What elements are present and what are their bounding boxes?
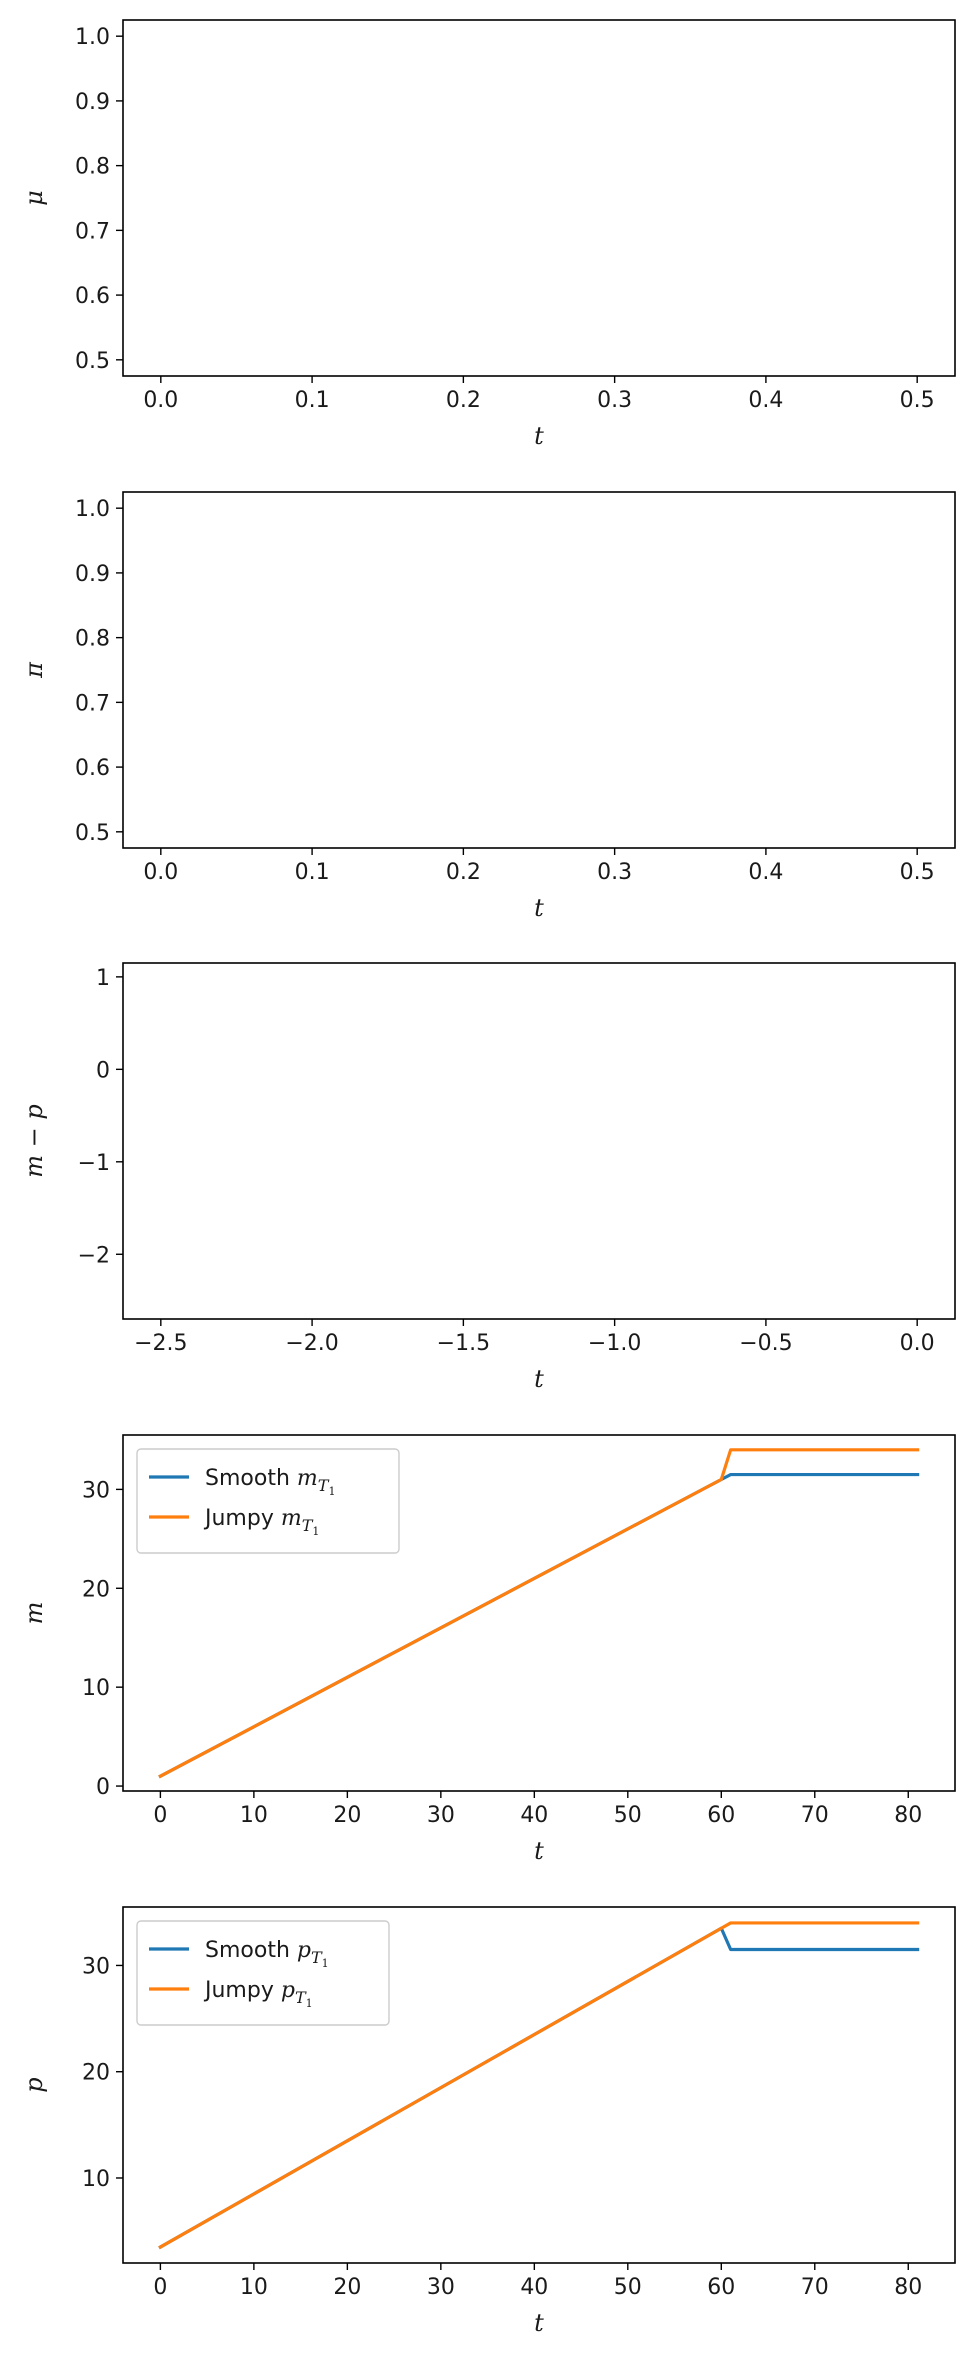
axes-frame (122, 491, 956, 849)
x-tick-label: 40 (520, 2275, 548, 2300)
x-tick-label: 50 (614, 1803, 642, 1828)
x-tick-label: 60 (707, 2275, 735, 2300)
legend-entry: Jumpy pT1 (203, 1978, 313, 2010)
y-axis-label: p (20, 2077, 48, 2092)
x-tick-label: 50 (614, 2275, 642, 2300)
x-tick-label: −1.0 (588, 1331, 641, 1356)
x-tick-label: 10 (240, 1803, 268, 1828)
x-tick-label: 0.5 (900, 860, 935, 885)
y-tick-label: 0 (96, 1058, 110, 1083)
x-tick-label: 70 (801, 2275, 829, 2300)
y-tick-label: 10 (82, 2167, 110, 2192)
x-axis-label: t (534, 1837, 544, 1865)
subplot-1: 0.0 0.1 0.2 0.3 0.4 0.5 0.5 0.6 0.7 0.8 0.9 1.0 t μ (20, 19, 956, 450)
x-tick-label: 0.1 (295, 388, 330, 413)
x-axis-label: t (534, 1365, 544, 1393)
x-tick-label: 0.0 (900, 1331, 935, 1356)
legend-box (136, 1448, 400, 1554)
x-tick-label: 30 (427, 1803, 455, 1828)
y-tick-label: 1.0 (75, 497, 110, 522)
x-tick-label: 0.1 (295, 860, 330, 885)
y-tick-label: 1 (96, 966, 110, 991)
y-tick-label: −2 (78, 1243, 110, 1268)
y-tick-label: 0.6 (75, 756, 110, 781)
y-axis-label: μ (20, 190, 48, 206)
y-tick-label: −1 (78, 1151, 110, 1176)
y-tick-label: 20 (82, 1577, 110, 1602)
x-tick-label: −2.0 (285, 1331, 338, 1356)
x-tick-label: 0.3 (597, 388, 632, 413)
y-tick-label: 0.8 (75, 627, 110, 652)
y-tick-label: 0.6 (75, 284, 110, 309)
legend-entry: Jumpy mT1 (203, 1506, 319, 1538)
legend: Smooth pT1 Jumpy pT1 (136, 1920, 390, 2026)
x-tick-label: −2.5 (134, 1331, 187, 1356)
axes-frame (122, 1906, 956, 2264)
y-tick-label: 30 (82, 1954, 110, 1979)
subplot-2: 0.0 0.1 0.2 0.3 0.4 0.5 0.5 0.6 0.7 0.8 0.9 1.0 t π (20, 491, 956, 922)
x-axis-label: t (534, 2309, 544, 2337)
y-axis-label: m (20, 1602, 48, 1625)
y-tick-label: 0.7 (75, 691, 110, 716)
legend-entry: Smooth mT1 (205, 1466, 335, 1498)
y-tick-label: 10 (82, 1676, 110, 1701)
axes-frame (122, 1434, 956, 1792)
subplot-3: −2.5 −2.0 −1.5 −1.0 −0.5 0.0 −2 −1 0 1 t m − p (20, 962, 956, 1393)
x-tick-label: −0.5 (739, 1331, 792, 1356)
x-tick-label: 0.4 (748, 860, 783, 885)
x-tick-label: 20 (333, 2275, 361, 2300)
x-axis-label: t (534, 422, 544, 450)
x-tick-label: 0.4 (748, 388, 783, 413)
y-tick-label: 1.0 (75, 25, 110, 50)
x-tick-label: 10 (240, 2275, 268, 2300)
x-tick-label: 60 (707, 1803, 735, 1828)
x-tick-label: 40 (520, 1803, 548, 1828)
y-tick-label: 0.8 (75, 155, 110, 180)
subplot-4: 0 10 20 30 40 50 60 70 80 0 10 20 30 t m Smooth mT1 Jump… (20, 1434, 956, 1865)
y-tick-label: 0.5 (75, 821, 110, 846)
x-tick-label: 0.3 (597, 860, 632, 885)
x-tick-label: 0.0 (143, 388, 178, 413)
x-tick-label: 30 (427, 2275, 455, 2300)
y-tick-label: 20 (82, 2061, 110, 2086)
legend: Smooth mT1 Jumpy mT1 (136, 1448, 400, 1554)
legend-box (136, 1920, 390, 2026)
y-axis-label: m − p (20, 1104, 48, 1178)
y-tick-label: 0.9 (75, 562, 110, 587)
legend-entry: Smooth pT1 (205, 1938, 329, 1970)
y-tick-label: 30 (82, 1478, 110, 1503)
x-tick-label: 0.2 (446, 388, 481, 413)
axes-frame (122, 19, 956, 377)
series-line-jumpy (158, 1921, 920, 2250)
y-axis-label: π (20, 661, 48, 679)
x-tick-label: 0 (153, 1803, 167, 1828)
series-line-jumpy (158, 1448, 920, 1779)
axes-frame (122, 962, 956, 1320)
x-tick-label: 80 (894, 1803, 922, 1828)
x-tick-label: 20 (333, 1803, 361, 1828)
y-tick-label: 0.9 (75, 90, 110, 115)
x-tick-label: 70 (801, 1803, 829, 1828)
x-tick-label: 0 (153, 2275, 167, 2300)
x-tick-label: −1.5 (437, 1331, 490, 1356)
x-tick-label: 0.2 (446, 860, 481, 885)
y-tick-label: 0 (96, 1775, 110, 1800)
y-tick-label: 0.5 (75, 349, 110, 374)
x-tick-label: 0.0 (143, 860, 178, 885)
x-tick-label: 0.5 (900, 388, 935, 413)
x-tick-label: 80 (894, 2275, 922, 2300)
x-axis-label: t (534, 894, 544, 922)
subplot-5: 0 10 20 30 40 50 60 70 80 10 20 30 t p Smooth pT1 Jumpy… (20, 1906, 956, 2337)
y-tick-label: 0.7 (75, 219, 110, 244)
